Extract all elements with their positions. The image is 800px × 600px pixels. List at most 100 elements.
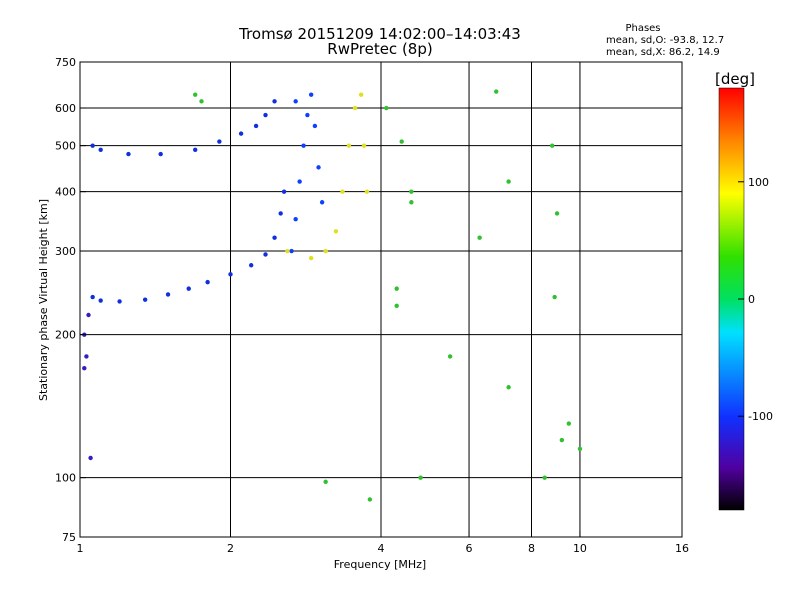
data-point [542,475,547,480]
data-point [289,248,294,254]
data-point [90,143,95,148]
data-point [84,354,89,359]
data-point [319,200,325,205]
data-point [285,248,290,254]
x-tick-label: 1 [77,542,84,555]
data-points [82,89,583,502]
data-point [272,99,277,104]
data-point [88,455,93,461]
data-point [126,151,131,157]
chart-title: Tromsø 20151209 14:02:00–14:03:43 [238,25,521,43]
data-point [193,147,198,153]
data-point [316,165,321,170]
data-point [394,286,399,291]
x-tick-label: 2 [227,542,234,555]
data-point [394,303,399,309]
data-point [477,235,482,240]
data-point [323,479,328,485]
data-point [90,294,95,300]
colorbar-unit: [deg] [715,70,755,88]
data-point [361,143,367,148]
data-point [399,139,404,144]
data-point [506,385,511,390]
data-point [346,143,352,148]
data-point [364,189,370,194]
data-point [409,200,414,205]
data-point [367,497,373,502]
y-tick-label: 500 [55,140,76,153]
x-axis: 1 2 4 6 8 10 16 [77,531,689,555]
stats-x-mode: mean, sd,X: 86.2, 14.9 [606,47,720,58]
data-point [158,151,163,157]
y-tick-label: 600 [55,102,76,115]
data-point [199,99,204,104]
data-point [384,105,389,111]
chart-subtitle: RwPretec (8p) [327,40,432,58]
colorbar-tick-label: 0 [748,293,755,306]
y-tick-label: 750 [55,56,76,69]
data-point [333,229,339,234]
data-point [506,179,511,184]
x-tick-label: 16 [675,542,689,555]
data-point [278,211,283,216]
data-point [308,255,314,261]
data-point [142,297,148,302]
data-point [263,252,268,257]
colorbar-tick-label: 100 [748,176,769,189]
data-point [238,131,244,136]
data-point [308,92,314,97]
data-point [293,217,298,222]
data-point [301,143,306,148]
y-tick-label: 200 [55,329,76,342]
data-point [263,112,268,118]
data-point [577,446,583,452]
data-point [409,189,414,194]
y-axis-label: Stationary phase Virtual Height [km] [37,199,50,401]
x-tick-label: 10 [573,542,587,555]
data-point [312,123,318,129]
x-tick-label: 4 [378,542,385,555]
data-point [193,92,198,97]
colorbar-tick-label: -100 [748,410,773,423]
y-tick-label: 100 [55,472,76,485]
data-point [297,179,302,184]
data-point [566,421,572,426]
stats-heading: Phases [625,23,660,34]
y-tick-label: 75 [62,531,76,544]
data-point [205,279,210,285]
data-point [117,299,122,304]
data-point [554,211,560,216]
data-point [418,475,423,480]
grid-lines [80,62,682,537]
data-point [248,263,254,268]
data-point [293,99,298,104]
x-tick-label: 6 [466,542,473,555]
data-point [559,437,565,443]
y-axis: 75 100 200 300 400 500 600 750 [55,56,86,544]
data-point [228,272,233,277]
colorbar-ticks: 100 0 -100 [738,176,773,423]
x-axis-label: Frequency [MHz] [334,558,426,571]
data-point [82,365,87,371]
data-point [217,139,222,144]
stats-o-mode: mean, sd,O: -93.8, 12.7 [606,35,724,46]
data-point [272,235,277,240]
data-point [305,112,310,118]
data-point [447,354,453,359]
data-point [253,123,259,129]
data-point [165,292,171,297]
y-tick-label: 300 [55,245,76,258]
data-point [281,189,287,194]
data-point [323,248,328,254]
data-point [340,189,345,194]
data-point [186,286,191,291]
data-point [494,89,499,94]
data-point [86,312,91,318]
x-tick-label: 8 [528,542,535,555]
data-point [352,105,358,111]
data-point [98,147,103,153]
data-point [358,92,364,97]
y-tick-label: 400 [55,186,76,199]
data-point [552,294,557,300]
